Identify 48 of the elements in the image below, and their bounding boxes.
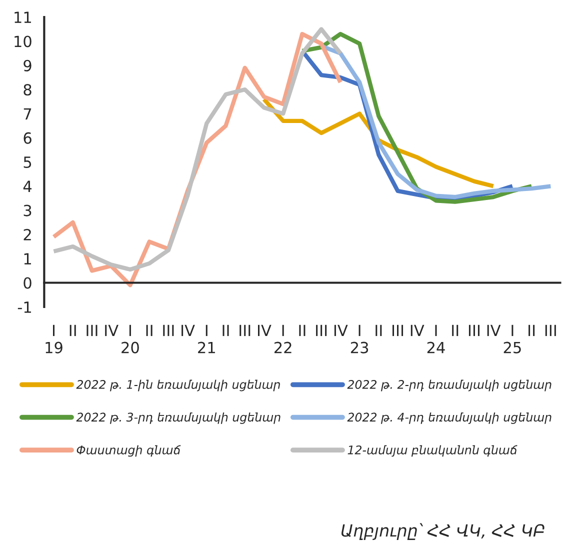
y-tick-label: 2 [24, 228, 31, 240]
x-tick-label: III [86, 324, 98, 336]
legend-label: 2022 թ. 3-րդ եռամսյակի սցենար [76, 412, 280, 424]
y-tick-label: 11 [14, 12, 31, 23]
y-tick-label: 5 [24, 156, 32, 168]
x-tick-label: III [468, 324, 480, 336]
legend-label: 2022 թ. 2-րդ եռամսյակի սցենար [347, 380, 552, 392]
y-tick-label: 7 [24, 108, 32, 120]
x-tick-label: IV [258, 324, 272, 336]
legend-label: 2022 թ. 1-ին եռամսյակի սցենար [76, 380, 280, 392]
x-tick-label: I 19 [46, 324, 62, 354]
x-tick-label: II [376, 324, 382, 336]
y-tick-label: 6 [24, 132, 32, 144]
y-tick-label: 4 [23, 180, 32, 192]
x-tick-label: II [70, 324, 76, 336]
y-tick-label: 10 [14, 36, 32, 48]
x-tick-label: I 22 [274, 324, 292, 354]
y-tick-label: 8 [24, 84, 32, 96]
text: Աղբյուրը՝ ՀՀ ՎԿ, ՀՀ ԿԲ [342, 523, 544, 540]
x-tick-label: III [545, 324, 556, 336]
y-tick-label: 0 [24, 277, 32, 289]
x-tick-label: III [316, 324, 327, 336]
x-tick-label: IV [182, 324, 195, 336]
line-series [319, 44, 553, 200]
legend-label: 12-ամսյա բնականոն գնաճ [348, 445, 518, 457]
x-tick-label: IV [334, 324, 348, 336]
x-tick-label: III [240, 324, 250, 336]
x-tick-label: I 25 [504, 324, 521, 354]
y-tick-label: 3 [24, 204, 32, 216]
y-tick-label: 9 [24, 60, 32, 72]
x-tick-label: III [163, 324, 174, 336]
x-tick-label: I 23 [350, 324, 368, 354]
y-tick-label: 1 [24, 253, 31, 264]
x-tick-label: III [392, 324, 404, 336]
x-tick-label: II [146, 324, 152, 336]
x-tick-label: II [528, 324, 535, 336]
legend-label: 2022 թ. 4-րդ եռամսյակի սցենար [347, 412, 552, 424]
x-tick-label: II [299, 324, 306, 336]
x-tick-label: I 21 [198, 324, 215, 354]
x-tick-label: II [452, 324, 458, 336]
x-tick-label: I 24 [427, 324, 445, 354]
x-tick-label: I 20 [122, 324, 139, 354]
legend-label: Փաստացի գնաճ [76, 445, 181, 457]
x-tick-label: IV [105, 324, 118, 336]
x-tick-label: II [222, 324, 229, 336]
x-tick-label: IV [487, 324, 501, 336]
x-tick-label: IV [410, 324, 424, 336]
y-tick-label: -1 [18, 302, 31, 313]
